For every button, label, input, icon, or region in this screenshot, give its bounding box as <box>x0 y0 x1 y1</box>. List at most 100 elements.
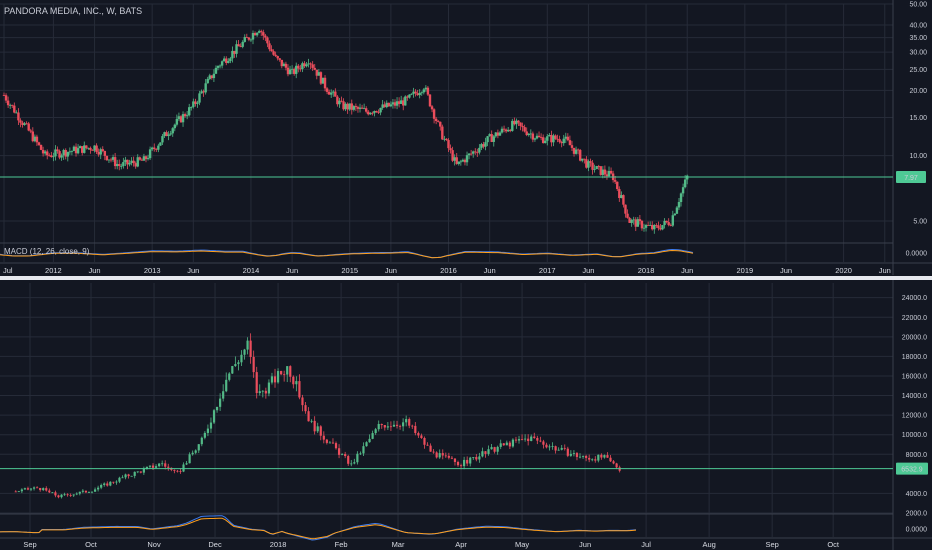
x-tick-label: Oct <box>85 540 98 549</box>
y-tick-label: 24000.0 <box>902 295 927 302</box>
candle <box>628 217 631 223</box>
x-tick-label: Jun <box>88 266 100 275</box>
candle <box>228 373 231 380</box>
candle <box>105 155 109 161</box>
candle <box>484 142 487 147</box>
candle <box>132 160 135 164</box>
candle <box>548 446 551 448</box>
candle <box>233 50 236 54</box>
candle <box>91 149 94 151</box>
candle <box>435 452 438 458</box>
candle <box>492 136 495 142</box>
candle <box>257 31 261 33</box>
y-tick-label: 15.00 <box>909 115 927 122</box>
candle <box>423 437 426 445</box>
price-badge <box>896 171 926 184</box>
candle <box>288 69 292 75</box>
candle <box>118 164 121 166</box>
x-tick-label: Jun <box>780 266 792 275</box>
x-tick-label: Sep <box>23 540 36 549</box>
candle <box>54 149 57 157</box>
candle <box>595 166 598 170</box>
candle <box>97 152 100 155</box>
candle <box>220 61 224 66</box>
candle <box>93 145 96 151</box>
candle <box>583 158 586 160</box>
candle <box>25 123 28 125</box>
candle <box>185 115 189 117</box>
candle <box>455 157 458 164</box>
candle <box>644 224 648 228</box>
candle <box>27 123 30 131</box>
y-tick-label: 8000.0 <box>906 452 928 459</box>
x-tick-label: 2016 <box>440 266 457 275</box>
x-tick-label: 2013 <box>144 266 161 275</box>
candle <box>341 454 344 455</box>
candle <box>56 149 59 152</box>
candle <box>270 49 273 52</box>
panel-divider <box>0 276 932 280</box>
price-badge-label: 7.97 <box>904 175 918 182</box>
candle <box>219 398 222 407</box>
candle <box>478 147 481 153</box>
candle <box>398 425 402 427</box>
candle <box>266 37 269 44</box>
candle <box>313 420 316 432</box>
candle <box>204 83 207 93</box>
candle <box>673 213 677 216</box>
candle <box>514 439 518 441</box>
candle <box>292 68 296 74</box>
candle <box>395 101 399 106</box>
candle <box>505 442 508 446</box>
candle <box>466 459 469 464</box>
candle <box>298 381 301 398</box>
y-tick-label: 4000.0 <box>906 491 928 498</box>
candle <box>60 494 63 498</box>
x-tick-label: Apr <box>455 540 467 549</box>
candle <box>661 225 664 230</box>
candle <box>657 225 660 229</box>
candle <box>406 96 409 98</box>
candle <box>550 134 553 143</box>
candle <box>60 155 63 158</box>
candle <box>212 73 216 79</box>
candle <box>272 51 275 55</box>
candle <box>558 139 561 142</box>
candle <box>155 148 158 150</box>
candle <box>267 382 271 394</box>
candle <box>255 32 259 36</box>
candle <box>304 405 307 412</box>
candle <box>283 374 286 376</box>
candle <box>548 134 551 137</box>
candle <box>103 483 106 485</box>
candle <box>620 195 623 199</box>
candle <box>447 140 450 149</box>
candle <box>566 448 569 456</box>
y-tick-label: 20000.0 <box>902 334 927 341</box>
candle <box>292 376 295 385</box>
candle <box>17 112 20 121</box>
candle <box>173 469 176 471</box>
candle <box>667 222 670 226</box>
candle <box>21 122 24 125</box>
candle <box>6 100 10 106</box>
x-tick-label: Jun <box>484 266 496 275</box>
candle <box>46 151 49 156</box>
candle <box>354 106 358 108</box>
candle <box>383 425 386 428</box>
candle <box>23 123 26 125</box>
candle <box>33 136 37 142</box>
candle <box>494 132 498 137</box>
candle <box>29 488 33 490</box>
candle <box>451 150 454 161</box>
price-badge <box>896 462 928 475</box>
macd-line <box>0 248 694 259</box>
candle <box>568 140 572 146</box>
candle <box>37 142 41 145</box>
candle <box>521 125 524 128</box>
macd-zero-label: 0.0000 <box>906 251 928 258</box>
candle <box>52 156 55 158</box>
y-tick-label: 12000.0 <box>902 413 927 420</box>
candle <box>432 451 435 453</box>
